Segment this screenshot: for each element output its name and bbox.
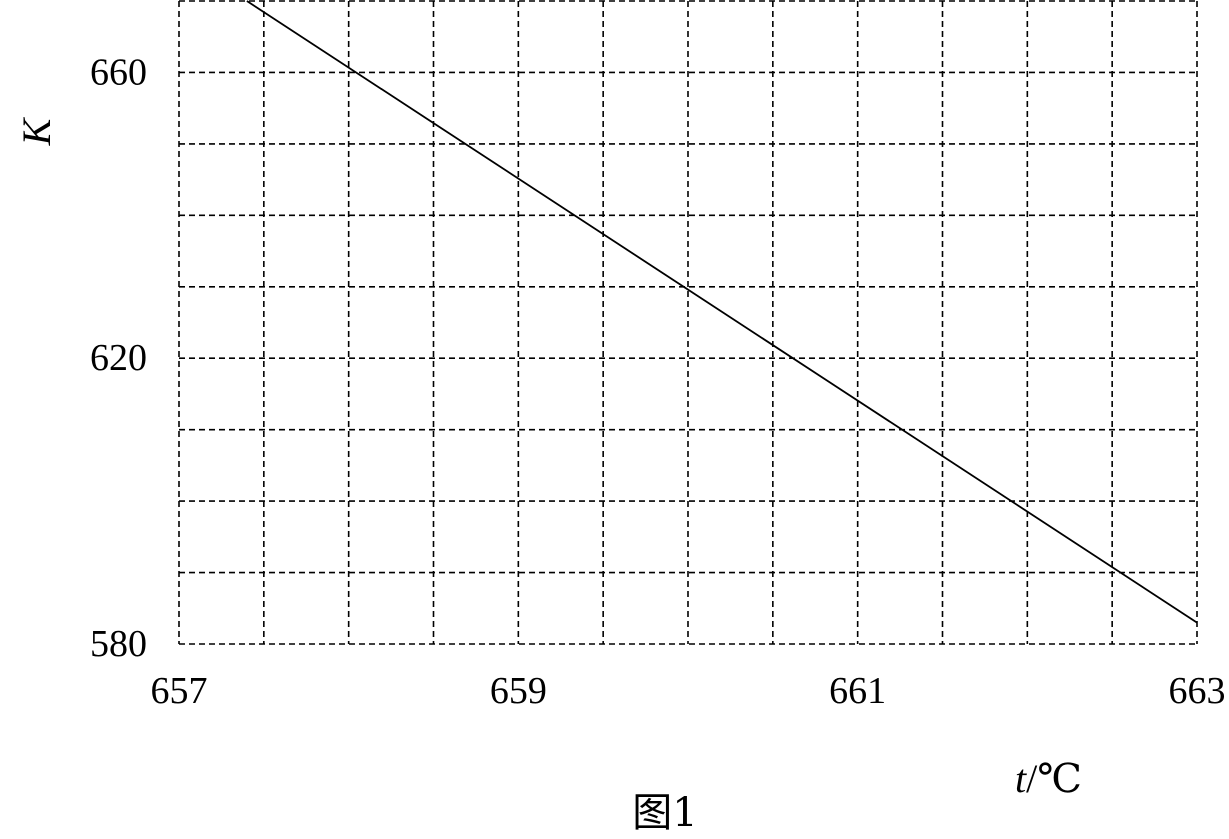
y-tick-label-580: 580 [90,623,147,665]
x-tick-labels: 657 659 661 663 [151,670,1226,712]
y-tick-label-660: 660 [90,51,147,93]
y-tick-label-620: 620 [90,337,147,379]
x-axis-variable: t [1015,756,1027,801]
y-tick-labels: 580 620 660 [90,51,147,665]
figure-caption: 图1 [632,790,697,836]
series-group [246,0,1198,624]
y-axis-label: K [14,116,59,146]
x-tick-label-659: 659 [490,670,547,712]
series-line-0 [246,0,1198,624]
x-tick-label-663: 663 [1169,670,1226,712]
x-axis-label: t/℃ [1015,756,1082,801]
grid [178,0,1198,645]
x-tick-label-657: 657 [151,670,208,712]
x-axis-unit: /℃ [1026,756,1082,801]
x-tick-label-661: 661 [829,670,886,712]
